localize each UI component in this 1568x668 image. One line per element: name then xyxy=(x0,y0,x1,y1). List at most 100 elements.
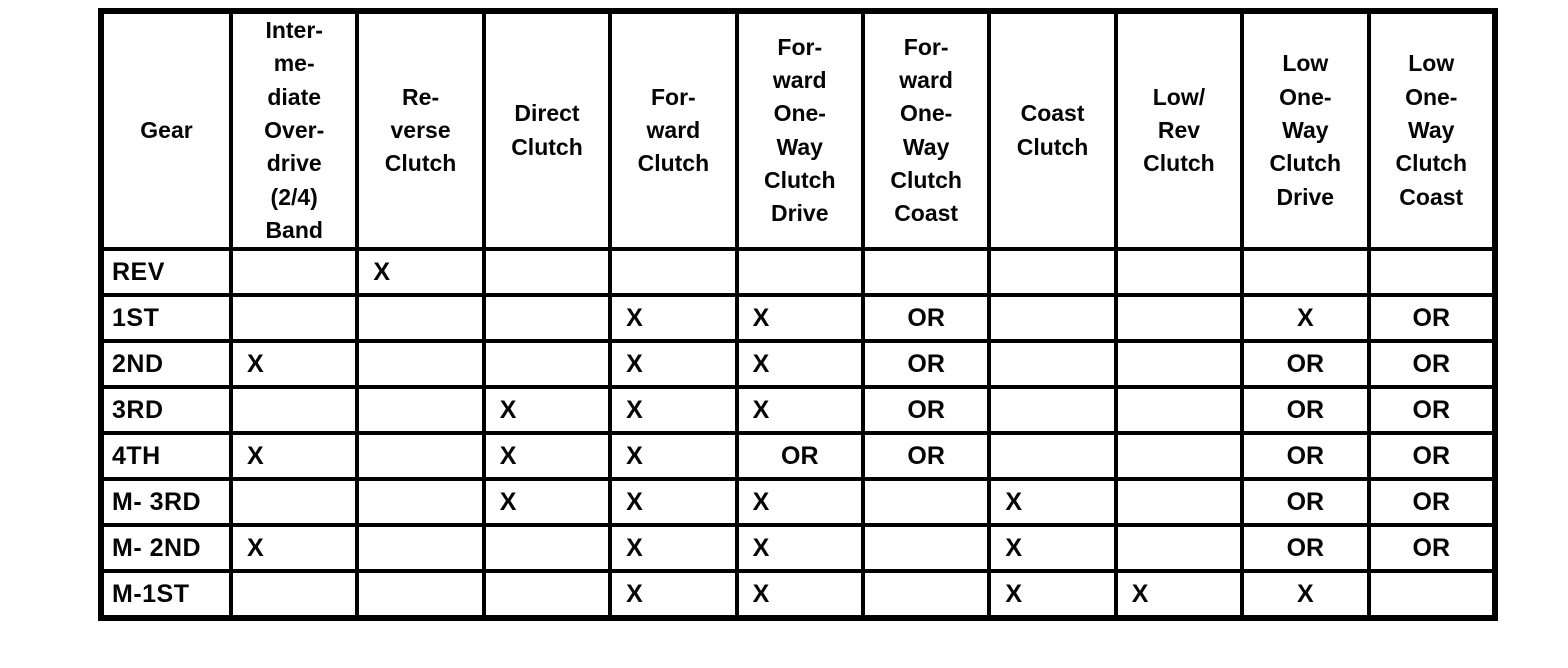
table-cell: X xyxy=(228,523,360,574)
table-row: 1ST X X OR X OR xyxy=(99,293,1498,344)
table-cell: X xyxy=(1240,293,1371,344)
column-header: Low One- Way Clutch Drive xyxy=(1240,8,1371,252)
gear-cell: M- 2ND xyxy=(99,523,233,574)
table-cell: X xyxy=(1113,569,1245,621)
table-cell xyxy=(481,523,613,574)
table-cell xyxy=(1113,385,1245,436)
column-header: Direct Clutch xyxy=(481,8,613,252)
table-cell: X xyxy=(987,477,1118,528)
table-cell: OR xyxy=(1366,385,1498,436)
gear-cell: 1ST xyxy=(99,293,233,344)
clutch-application-table: Gear Inter- me- diate Over- drive (2/4) B… xyxy=(98,8,1498,622)
table-cell: X xyxy=(481,431,613,482)
table-cell: X xyxy=(1240,569,1371,621)
table-cell xyxy=(228,477,360,528)
table-cell xyxy=(1240,247,1371,298)
table-cell xyxy=(608,247,739,298)
table-cell: OR xyxy=(860,293,992,344)
table-cell xyxy=(987,339,1118,390)
table-cell xyxy=(355,385,486,436)
table-cell: OR xyxy=(860,385,992,436)
table-cell: X xyxy=(608,339,739,390)
table-cell xyxy=(481,293,613,344)
table-row: 3RD X X X OR OR OR xyxy=(99,385,1498,436)
table-cell xyxy=(987,247,1118,298)
table-row: 2ND X X X OR OR OR xyxy=(99,339,1498,390)
table-row: 4TH X X X OR OR OR OR xyxy=(99,431,1498,482)
table-cell xyxy=(355,339,486,390)
gear-cell: REV xyxy=(99,247,233,298)
table-cell xyxy=(860,247,992,298)
table-body: REV X 1ST X X OR X OR 2ND X X X OR OR OR 3RD X X X OR OR OR 4T… xyxy=(99,247,1498,621)
table-cell xyxy=(1366,247,1498,298)
table-header: Gear Inter- me- diate Over- drive (2/4) B… xyxy=(99,8,1498,252)
table-cell xyxy=(481,247,613,298)
table-cell xyxy=(734,247,865,298)
table-cell: X xyxy=(481,477,613,528)
table-cell xyxy=(355,431,486,482)
table-row: M-1ST X X X X X xyxy=(99,569,1498,621)
table-cell: X xyxy=(481,385,613,436)
gear-cell: M-1ST xyxy=(99,569,233,621)
table-cell xyxy=(355,569,486,621)
table-cell: OR xyxy=(1366,477,1498,528)
table-cell xyxy=(860,523,992,574)
column-header: Gear xyxy=(99,8,233,252)
table-row: M- 2ND X X X X OR OR xyxy=(99,523,1498,574)
table-cell xyxy=(355,477,486,528)
table-cell: OR xyxy=(1240,477,1371,528)
table-cell xyxy=(481,339,613,390)
table-cell xyxy=(481,569,613,621)
column-header: Inter- me- diate Over- drive (2/4) Band xyxy=(228,8,360,252)
table-cell: OR xyxy=(1240,523,1371,574)
table-cell xyxy=(228,569,360,621)
table-cell: X xyxy=(608,477,739,528)
table-cell: X xyxy=(228,339,360,390)
column-header: For- ward Clutch xyxy=(608,8,739,252)
table-cell xyxy=(1113,339,1245,390)
table-cell xyxy=(228,385,360,436)
table-cell xyxy=(987,385,1118,436)
gear-cell: 3RD xyxy=(99,385,233,436)
table-cell xyxy=(860,477,992,528)
table-cell: X xyxy=(608,293,739,344)
column-header: Low One- Way Clutch Coast xyxy=(1366,8,1498,252)
table-cell: X xyxy=(734,523,865,574)
header-row: Gear Inter- me- diate Over- drive (2/4) B… xyxy=(99,8,1498,252)
table-cell: X xyxy=(987,523,1118,574)
column-header: Low/ Rev Clutch xyxy=(1113,8,1245,252)
table-cell xyxy=(228,293,360,344)
table-cell: X xyxy=(355,247,486,298)
table-cell: X xyxy=(734,385,865,436)
table-cell: OR xyxy=(1366,293,1498,344)
table-cell xyxy=(987,431,1118,482)
column-header: Re- verse Clutch xyxy=(355,8,486,252)
table-row: REV X xyxy=(99,247,1498,298)
table-cell: OR xyxy=(734,431,865,482)
table-cell xyxy=(228,247,360,298)
table-cell xyxy=(355,293,486,344)
table-cell: X xyxy=(987,569,1118,621)
table-cell: OR xyxy=(1366,339,1498,390)
table-cell: X xyxy=(734,477,865,528)
table-cell: X xyxy=(734,293,865,344)
table-cell xyxy=(860,569,992,621)
table-cell xyxy=(1366,569,1498,621)
table-cell: OR xyxy=(860,431,992,482)
table-cell xyxy=(1113,477,1245,528)
table-row: M- 3RD X X X X OR OR xyxy=(99,477,1498,528)
table-cell: OR xyxy=(1240,339,1371,390)
table-cell xyxy=(1113,523,1245,574)
column-header: For- ward One- Way Clutch Coast xyxy=(860,8,992,252)
gear-cell: 4TH xyxy=(99,431,233,482)
table-cell: X xyxy=(608,523,739,574)
gear-cell: 2ND xyxy=(99,339,233,390)
table-cell xyxy=(1113,293,1245,344)
table-cell: OR xyxy=(1366,431,1498,482)
table-cell: X xyxy=(734,339,865,390)
column-header: For- ward One- Way Clutch Drive xyxy=(734,8,865,252)
table-cell xyxy=(355,523,486,574)
table-cell: X xyxy=(734,569,865,621)
table-cell: OR xyxy=(1240,431,1371,482)
